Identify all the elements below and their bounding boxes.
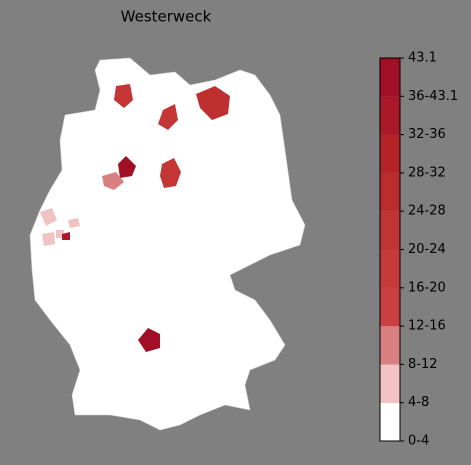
colorbar-tick-label: 12-16 (408, 319, 446, 334)
colorbar-tick-label: 20-24 (408, 242, 446, 257)
colorbar-tick-label: 16-20 (408, 280, 446, 295)
region (196, 86, 230, 120)
colorbar-tick-label: 32-36 (408, 127, 446, 142)
region (42, 232, 55, 246)
colorbar-segment (380, 134, 400, 173)
region (102, 172, 124, 190)
colorbar-segment (380, 364, 400, 403)
colorbar-segment (380, 58, 400, 97)
colorbar-tick-label: 43.1 (408, 51, 437, 66)
colorbar-tick-label: 8-12 (408, 357, 438, 372)
colorbar-segment (380, 172, 400, 212)
region (68, 218, 80, 228)
colorbar-segment (380, 326, 400, 365)
region (40, 208, 57, 226)
region (118, 156, 136, 178)
region (158, 104, 178, 130)
country-outline (29, 57, 306, 431)
colorbar-tick-label: 36-43.1 (408, 89, 458, 104)
colorbar-tick-label: 4-8 (408, 395, 429, 410)
region (138, 328, 160, 352)
colorbar-segment (380, 402, 400, 441)
colorbar-segment (380, 211, 400, 250)
colorbar-segment (380, 96, 400, 135)
germany-map (29, 57, 306, 431)
colorbar-segment (380, 249, 400, 288)
colorbar-tick-label: 28-32 (408, 165, 446, 180)
colorbar-tick-label: 0-4 (408, 434, 429, 449)
region (114, 84, 133, 108)
region (62, 232, 70, 240)
colorbar: 0-4 4-8 8-12 12-16 16-20 20-24 24-28 28-32 32-36… (379, 51, 458, 449)
colorbar-tick-label: 24-28 (408, 204, 446, 219)
region (160, 158, 181, 188)
colorbar-segment (380, 287, 400, 327)
map-title: Westerweck (121, 8, 212, 26)
